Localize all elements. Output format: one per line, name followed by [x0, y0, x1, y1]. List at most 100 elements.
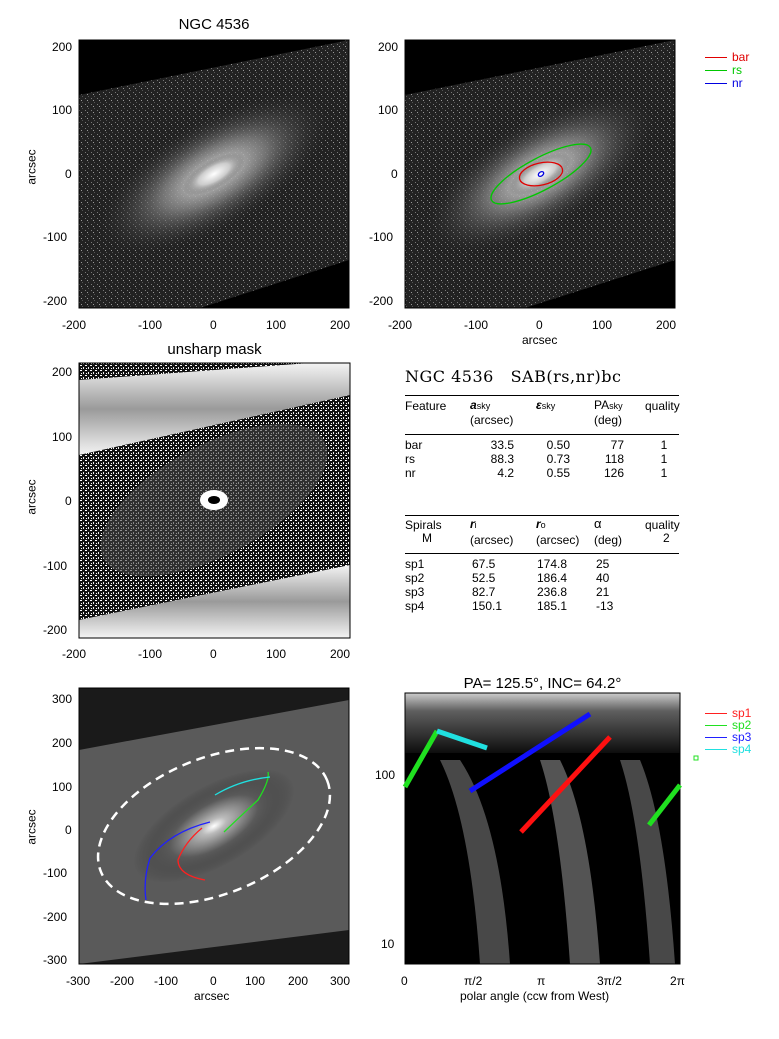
- panel3-unsharp-image: [79, 363, 350, 638]
- spirals-col4-unit: (deg): [594, 533, 623, 547]
- sp2-track-a: [402, 729, 440, 789]
- p5-xtick: -100: [154, 974, 179, 988]
- sp2-marker: [693, 755, 699, 761]
- legend-label: sp1: [732, 706, 752, 720]
- col2-sub: sky: [476, 401, 491, 411]
- table-rule: [405, 434, 679, 435]
- p1-ytick: 100: [52, 103, 73, 117]
- col3-sub: sky: [541, 401, 556, 411]
- p1-xtick: 0: [210, 318, 217, 332]
- legend-label: sp3: [732, 730, 752, 744]
- sp4-fit-curve: [214, 776, 271, 796]
- features-col-quality: 1 1 1: [658, 438, 670, 480]
- p2-ytick: -100: [369, 230, 394, 244]
- p2-xtick: -200: [388, 318, 413, 332]
- rs-ellipse: [490, 143, 592, 205]
- col3-symbol: ε: [536, 398, 542, 412]
- p3-ytick: 200: [52, 365, 73, 379]
- legend-bar: bar: [705, 50, 775, 66]
- p1-ytick: 200: [52, 40, 73, 54]
- legend-label: nr: [732, 76, 743, 90]
- spirals-col-ro: 174.8 186.4 236.8 185.1: [537, 557, 567, 613]
- p5-ytick: -100: [43, 866, 68, 880]
- p6-xtick: π: [537, 974, 546, 988]
- panel3-frame: [78, 362, 351, 639]
- panel1-title: NGC 4536: [178, 16, 250, 33]
- feature-a: 33.5: [490, 438, 514, 452]
- p1-ytick: -100: [43, 230, 68, 244]
- features-col-name: bar rs nr: [405, 438, 422, 480]
- p6-ytick: 100: [375, 768, 396, 782]
- sp1-fit-curve: [177, 827, 206, 881]
- legend-nr: nr: [705, 76, 775, 92]
- features-col4-header: PAsky: [594, 398, 623, 412]
- spiral-ro: 186.4: [537, 571, 568, 585]
- p5-ytick: 200: [52, 736, 73, 750]
- spiral-name: sp3: [405, 585, 425, 599]
- panel5-galaxy-image: [79, 688, 349, 964]
- p2-ytick: 0: [391, 167, 398, 181]
- panel5-xlabel: arcsec: [194, 989, 230, 1003]
- feature-eps: 0.50: [546, 438, 570, 452]
- features-col1-header: Feature: [405, 399, 447, 413]
- legend-sp3: sp3: [705, 730, 775, 746]
- galaxy-type: SAB(rs,nr)bc: [510, 367, 622, 386]
- panel1-frame: [78, 39, 350, 309]
- panel3-title: unsharp mask: [167, 341, 262, 358]
- feature-quality: 1: [660, 438, 668, 452]
- p2-ytick: 100: [378, 103, 399, 117]
- spirals-col5-header: quality: [645, 518, 680, 532]
- p2-xtick: 0: [536, 318, 543, 332]
- sp1-track: [519, 735, 612, 834]
- panel6-title: PA= 125.5°, INC= 64.2°: [463, 675, 622, 692]
- p3-xtick: -200: [62, 647, 87, 661]
- spiral-alpha: -13: [596, 599, 614, 613]
- p5-ytick: 0: [65, 823, 72, 837]
- p6-xtick: 2π: [670, 974, 685, 988]
- spiral-ro: 185.1: [537, 599, 568, 613]
- col2-sub: i: [474, 520, 477, 530]
- table-header: NGC 4536 SAB(rs,nr)bc: [405, 367, 621, 386]
- p3-xtick: 0: [210, 647, 217, 661]
- spiral-alpha: 40: [596, 571, 610, 585]
- legend-sp1: sp1: [705, 706, 775, 722]
- p1-ytick: -200: [43, 294, 68, 308]
- p5-xtick: -200: [110, 974, 135, 988]
- spirals-quality-value: 2: [663, 531, 670, 545]
- p2-xtick: -100: [464, 318, 489, 332]
- spiral-ri: 67.5: [472, 557, 496, 571]
- panel1-galaxy-image: [79, 40, 349, 308]
- spirals-col1-header: Spirals: [405, 518, 442, 532]
- p5-xtick: -300: [66, 974, 91, 988]
- legend-line: [705, 749, 727, 750]
- panel2-frame: [404, 39, 676, 309]
- feature-a: 4.2: [497, 466, 514, 480]
- col4-symbol: PA: [594, 398, 610, 412]
- feature-quality: 1: [660, 466, 668, 480]
- spiral-ri: 150.1: [472, 599, 503, 613]
- p5-xtick: 100: [245, 974, 266, 988]
- galaxy-name: NGC 4536: [405, 367, 494, 386]
- spirals-col2-header: ri: [470, 517, 477, 531]
- legend-line: [705, 57, 727, 58]
- feature-eps: 0.73: [546, 452, 570, 466]
- features-col3-header: εsky: [536, 398, 555, 412]
- p2-xtick: 100: [592, 318, 613, 332]
- p3-xtick: 100: [266, 647, 287, 661]
- spirals-col2-unit: (arcsec): [470, 533, 514, 547]
- sp3-fit-curve: [144, 821, 211, 901]
- legend-line: [705, 725, 727, 726]
- spirals-col1-sub: M: [422, 531, 432, 545]
- col3-symbol: r: [536, 517, 541, 531]
- p1-xtick: 200: [330, 318, 351, 332]
- feature-a: 88.3: [490, 452, 514, 466]
- spirals-col4-header: α: [594, 516, 602, 531]
- legend-line: [705, 737, 727, 738]
- spiral-ro: 174.8: [537, 557, 568, 571]
- sp2-track-b: [647, 783, 682, 827]
- spiral-ri: 82.7: [472, 585, 496, 599]
- feature-name: nr: [405, 466, 416, 480]
- features-col-a: 33.5 88.3 4.2: [472, 438, 514, 480]
- features-col2-header: asky: [470, 398, 490, 412]
- col2-symbol: a: [470, 398, 477, 412]
